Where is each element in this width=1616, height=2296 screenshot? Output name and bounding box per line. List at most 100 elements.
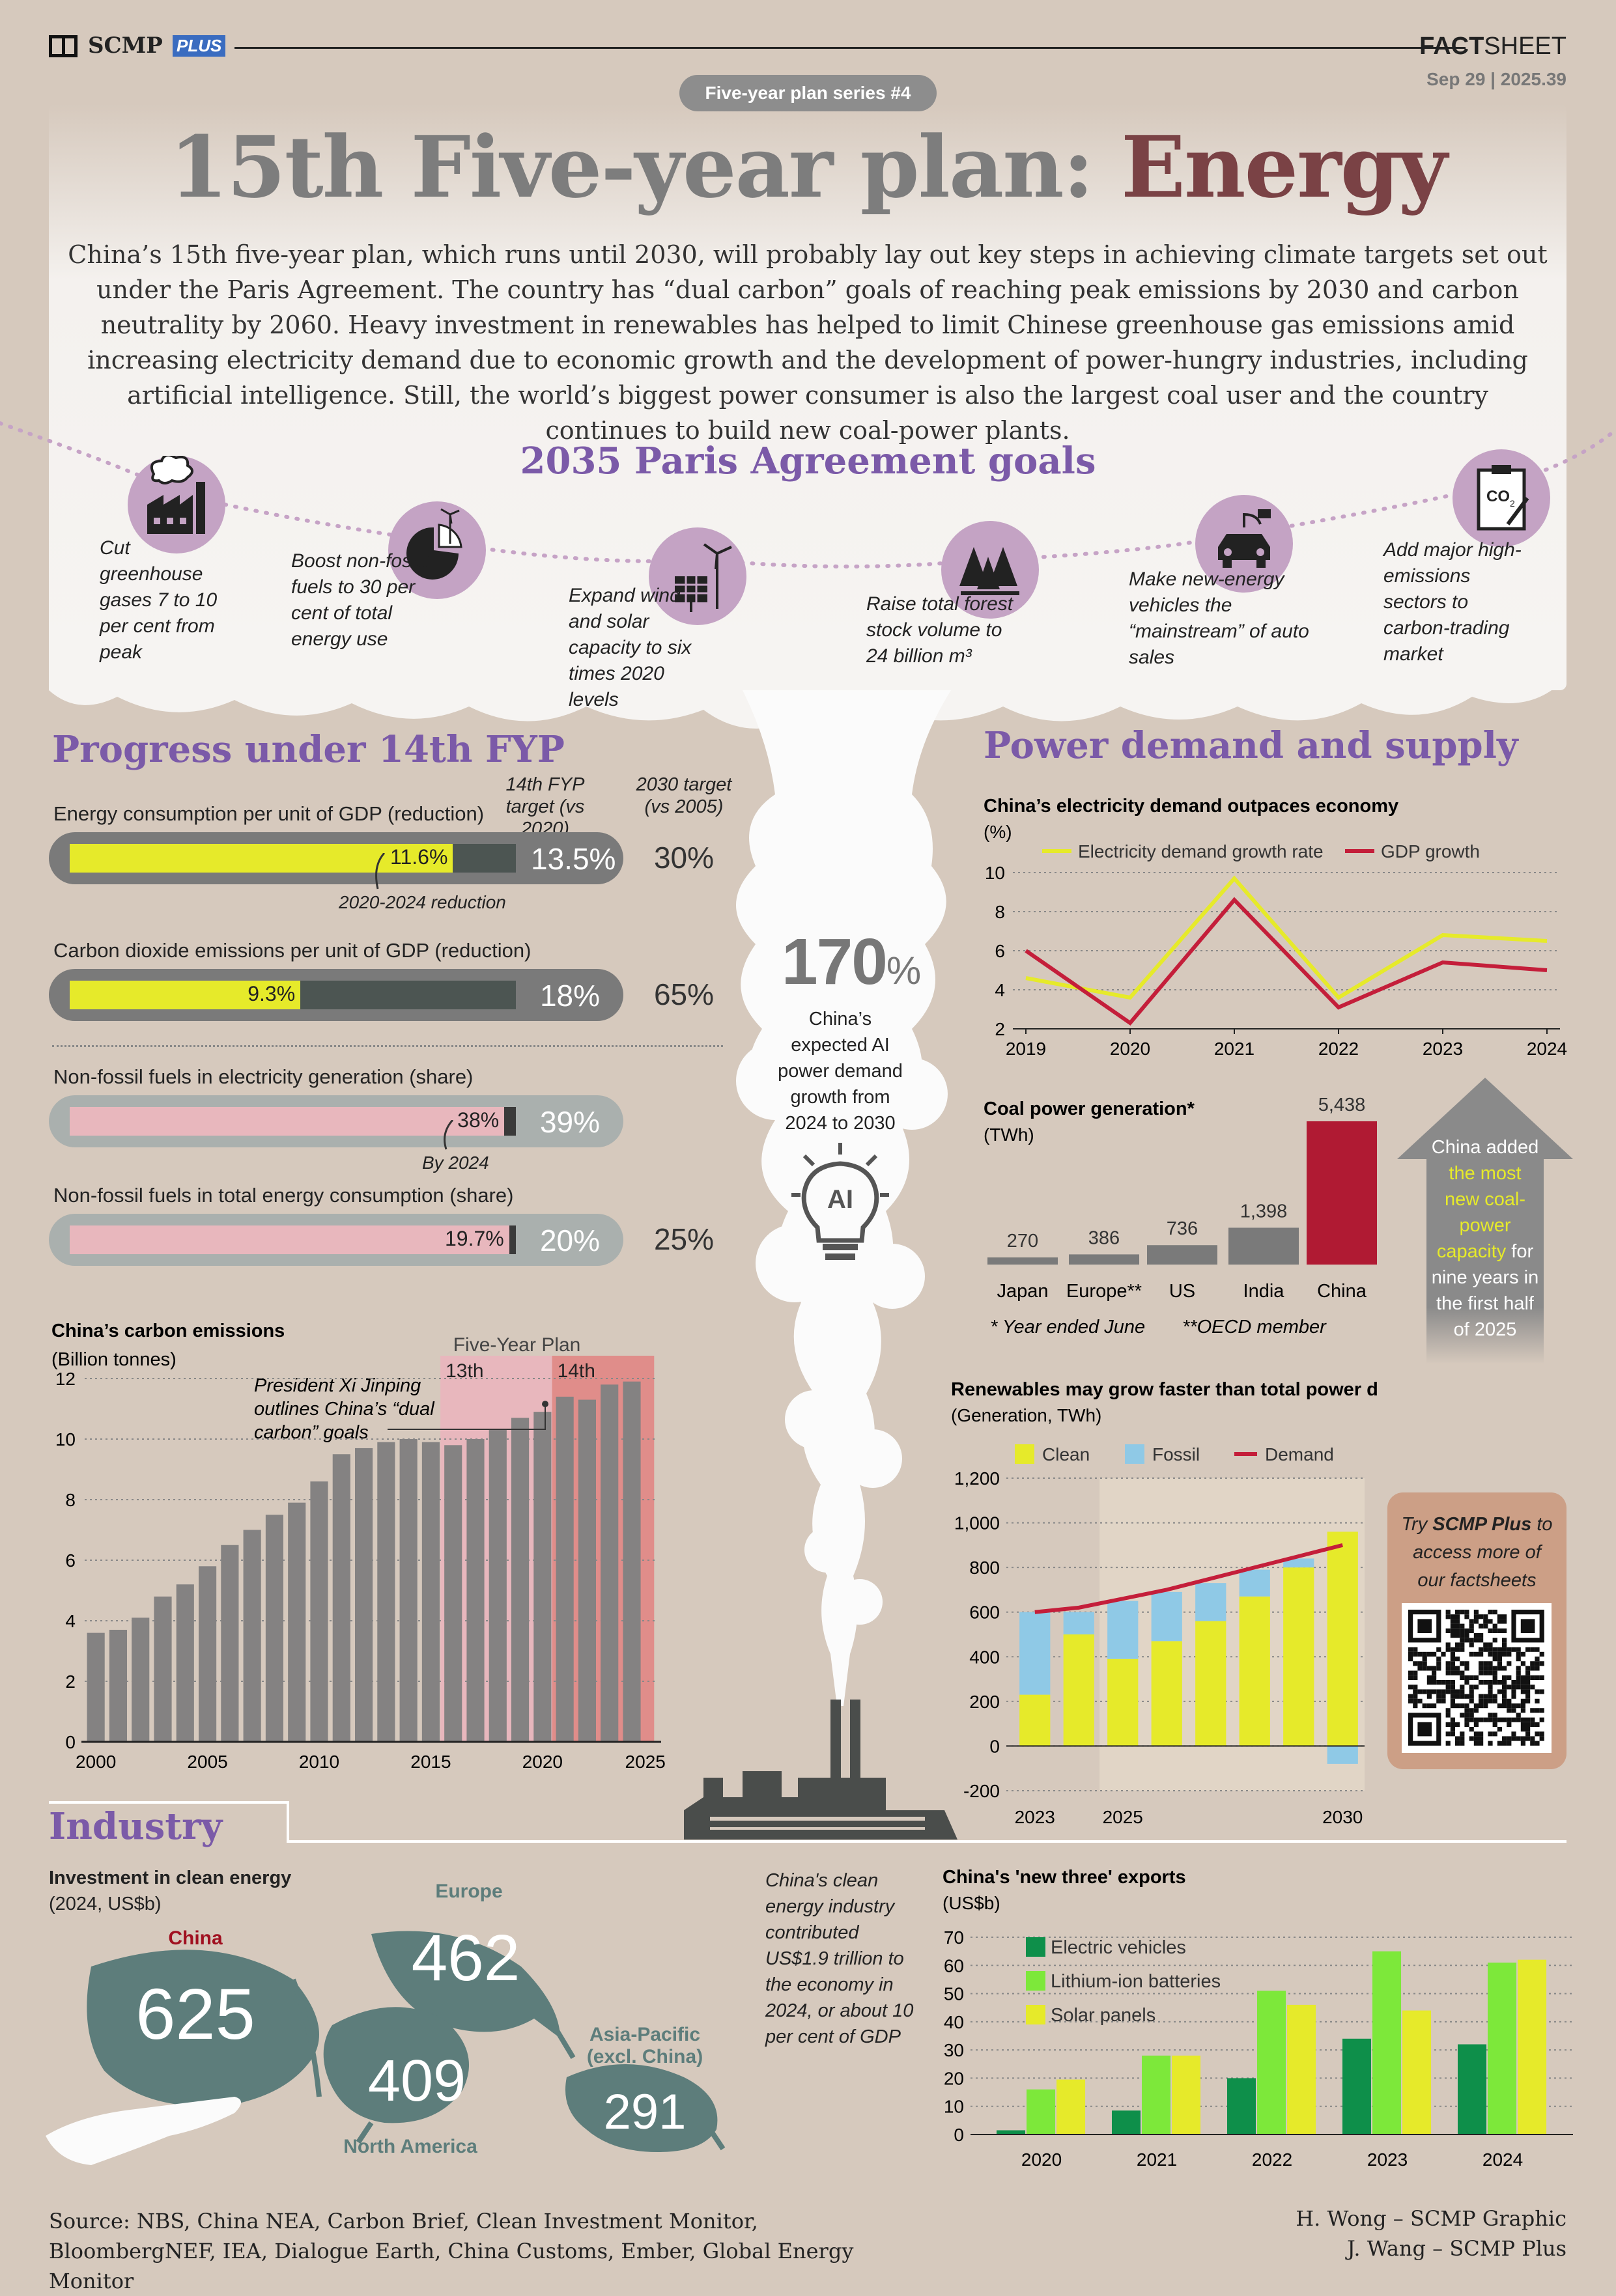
qr-module (1520, 1685, 1525, 1690)
qr-module (1445, 1708, 1451, 1713)
coal-bar (1069, 1254, 1139, 1265)
promo-text: Try SCMP Plus to access more of our fact… (1400, 1511, 1553, 1595)
goal-text-6: Add major high-emissions sectors to carb… (1383, 539, 1522, 665)
qr-module (1469, 1694, 1474, 1699)
qr-module (1479, 1741, 1484, 1746)
qr-module (1432, 1651, 1437, 1657)
qr-module (1441, 1651, 1446, 1657)
qr-module (1460, 1685, 1465, 1690)
coal-bar (987, 1257, 1058, 1265)
exports-bar (1257, 1991, 1286, 2135)
y-tick-label: 800 (969, 1558, 1000, 1578)
qr-module (1520, 1689, 1525, 1694)
qr-module (1511, 1680, 1516, 1685)
qr-module (1455, 1657, 1460, 1662)
qr-module (1539, 1708, 1544, 1713)
qr-module (1469, 1736, 1474, 1741)
coal-callout-text: China added the most new coal-power capa… (1430, 1134, 1540, 1343)
qr-module (1539, 1717, 1544, 1722)
qr-module (1488, 1680, 1493, 1685)
x-tick-label: 2025 (625, 1752, 666, 1772)
co2-clipboard-icon: CO 2 (1453, 449, 1550, 547)
qr-module (1530, 1661, 1535, 1666)
legend-swatch (1026, 2005, 1045, 2024)
progress-2030-target: 25% (653, 1222, 715, 1256)
fossil-bar (1063, 1612, 1094, 1634)
qr-module (1408, 1647, 1413, 1652)
col-header-14th: 14th FYP target (vs 2020) (505, 774, 585, 839)
progress-row-label: Energy consumption per unit of GDP (redu… (53, 802, 485, 825)
qr-module (1492, 1722, 1497, 1727)
qr-module (1507, 1698, 1512, 1703)
factsheet-rest: SHEET (1484, 33, 1566, 60)
emissions-bar (243, 1530, 261, 1742)
emissions-bar (354, 1448, 373, 1742)
qr-module (1460, 1623, 1465, 1629)
qr-module (1445, 1614, 1451, 1619)
clean-bar (1239, 1596, 1270, 1746)
y-tick-label: 8 (995, 902, 1005, 922)
leaf-value-china: 625 (135, 1974, 255, 2054)
qr-code-icon[interactable] (1402, 1603, 1552, 1753)
qr-module (1473, 1638, 1479, 1643)
qr-module (1460, 1731, 1465, 1737)
qr-module (1479, 1666, 1484, 1671)
qr-module (1539, 1675, 1544, 1680)
x-tick-label: 2023 (1015, 1807, 1055, 1827)
qr-module (1464, 1703, 1469, 1709)
qr-module (1479, 1633, 1484, 1638)
qr-module (1479, 1694, 1484, 1699)
progress-target-value: 13.5% (531, 842, 616, 876)
industry-note: China's clean energy industry contribute… (765, 1870, 914, 2047)
y-tick-label: 8 (65, 1490, 76, 1510)
qr-module (1450, 1698, 1455, 1703)
qr-module (1520, 1708, 1525, 1713)
qr-module (1525, 1736, 1531, 1741)
brand-name[interactable]: SCMP (88, 33, 163, 59)
qr-module (1479, 1647, 1484, 1652)
industry-rule-left (49, 1801, 289, 1804)
qr-module (1441, 1698, 1446, 1703)
qr-module (1530, 1722, 1535, 1727)
qr-module (1469, 1685, 1474, 1690)
qr-module (1436, 1689, 1441, 1694)
qr-module (1539, 1661, 1544, 1666)
qr-module (1417, 1651, 1423, 1657)
emissions-bar (466, 1439, 485, 1742)
qr-module (1479, 1731, 1484, 1737)
qr-module (1408, 1651, 1413, 1657)
qr-module (1535, 1661, 1540, 1666)
qr-module (1413, 1685, 1418, 1690)
progress-note-1: 2020-2024 reduction (339, 892, 506, 912)
qr-module (1535, 1731, 1540, 1737)
qr-module (1520, 1741, 1525, 1746)
demand-line (1034, 1543, 1343, 1614)
x-tick-label: 2023 (1423, 1039, 1463, 1059)
x-tick-label: 2015 (410, 1752, 451, 1772)
qr-module (1497, 1661, 1502, 1666)
qr-module (1502, 1614, 1507, 1619)
qr-module (1408, 1685, 1413, 1690)
promo-box[interactable]: Try SCMP Plus to access more of our fact… (1387, 1492, 1566, 1769)
coal-bar (1228, 1227, 1299, 1265)
emissions-bar (265, 1515, 284, 1742)
qr-module (1464, 1666, 1469, 1671)
qr-module (1488, 1666, 1493, 1671)
qr-module (1520, 1717, 1525, 1722)
qr-module (1520, 1727, 1525, 1732)
qr-module (1473, 1675, 1479, 1680)
x-tick-label: 2020 (1021, 2149, 1062, 2170)
qr-module (1413, 1661, 1418, 1666)
exports-bar (1372, 1951, 1402, 2135)
smoke-plume (736, 690, 951, 1706)
line-chart-unit: (%) (984, 822, 1012, 842)
y-tick-label: 2 (995, 1019, 1005, 1039)
x-tick-label: 2025 (1103, 1807, 1143, 1827)
qr-module (1525, 1722, 1531, 1727)
qr-module (1492, 1647, 1497, 1652)
qr-module (1511, 1647, 1516, 1652)
renewables-chart: Renewables may grow faster than total po… (951, 1379, 1378, 1827)
qr-module (1432, 1680, 1437, 1685)
qr-module (1479, 1698, 1484, 1703)
qr-module (1445, 1685, 1451, 1690)
